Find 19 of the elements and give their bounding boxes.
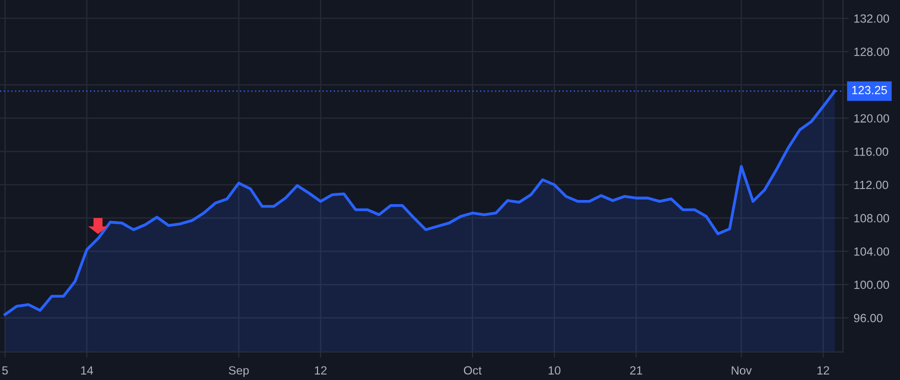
x-tick-label: Sep: [228, 366, 249, 377]
y-tick-label: 108.00: [854, 214, 890, 222]
ref-line-label: 123.25: [852, 86, 887, 94]
x-tick-label: 21: [630, 366, 642, 374]
x-tick-label: 12: [314, 366, 327, 374]
y-tick-label: 132.00: [854, 14, 890, 23]
x-tick-label: 14: [81, 366, 94, 374]
y-tick-label: 128.00: [854, 48, 890, 56]
x-tick-label: 10: [548, 366, 560, 375]
x-tick-label: 12: [817, 366, 830, 374]
y-tick-label: 100.00: [854, 280, 890, 289]
x-tick-label: Oct: [464, 366, 482, 375]
y-tick-label: 116.00: [854, 147, 888, 156]
y-tick-label: 120.00: [854, 114, 890, 123]
y-tick-label: 104.00: [854, 247, 890, 256]
x-tick-label: 5: [2, 366, 8, 375]
y-tick-label: 96.00: [854, 314, 882, 322]
x-tick-label: Nov: [732, 366, 752, 375]
y-tick-label: 112.00: [854, 180, 888, 190]
